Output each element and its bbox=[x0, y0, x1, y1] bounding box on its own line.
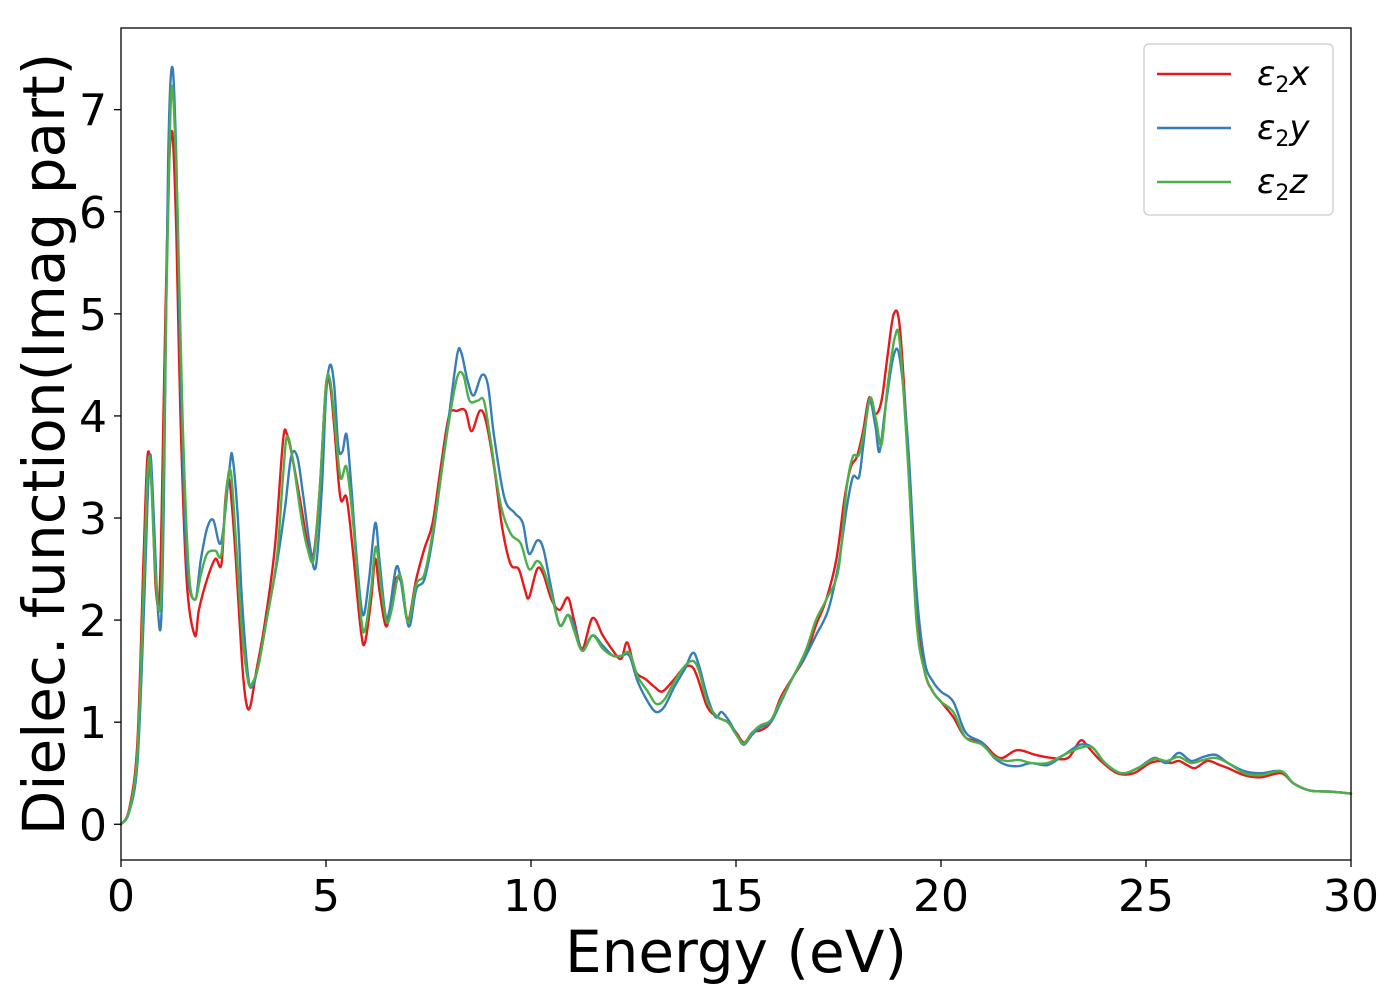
y-tick-label: 7 bbox=[79, 86, 107, 137]
legend: ε2x ε2y ε2z bbox=[1143, 43, 1334, 216]
x-tick-label: 5 bbox=[312, 871, 340, 922]
y-tick-label: 4 bbox=[79, 392, 107, 443]
series-line-z bbox=[119, 84, 1353, 826]
y-tick-label: 0 bbox=[79, 800, 107, 851]
x-tick-label: 10 bbox=[503, 871, 559, 922]
legend-label-x: ε2x bbox=[1257, 54, 1310, 98]
legend-label-z: ε2z bbox=[1257, 162, 1308, 206]
legend-items: ε2x ε2y ε2z bbox=[1157, 54, 1310, 206]
x-axis-label: Energy (eV) bbox=[565, 918, 907, 986]
series-line-y bbox=[119, 65, 1353, 826]
x-tick-label: 25 bbox=[1118, 871, 1174, 922]
y-tick-label: 3 bbox=[79, 494, 107, 545]
y-tick-label: 6 bbox=[79, 188, 107, 239]
y-tick-label: 1 bbox=[79, 698, 107, 749]
y-tick-label: 5 bbox=[79, 290, 107, 341]
x-tick-label: 30 bbox=[1323, 871, 1379, 922]
legend-frame bbox=[1143, 43, 1334, 216]
x-tick-label: 20 bbox=[913, 871, 969, 922]
y-axis-label: Dielec. function(Imag part) bbox=[10, 53, 78, 836]
y-tick-label: 2 bbox=[79, 596, 107, 647]
x-tick-label: 15 bbox=[708, 871, 764, 922]
series-layer bbox=[119, 65, 1353, 826]
x-tick-label: 0 bbox=[107, 871, 135, 922]
series-line-x bbox=[119, 129, 1353, 826]
x-axis-ticks: 0 5 10 15 20 25 30 bbox=[107, 860, 1379, 922]
legend-label-y: ε2y bbox=[1257, 108, 1310, 152]
y-axis-ticks: 0 1 2 3 4 5 6 7 bbox=[79, 86, 121, 851]
